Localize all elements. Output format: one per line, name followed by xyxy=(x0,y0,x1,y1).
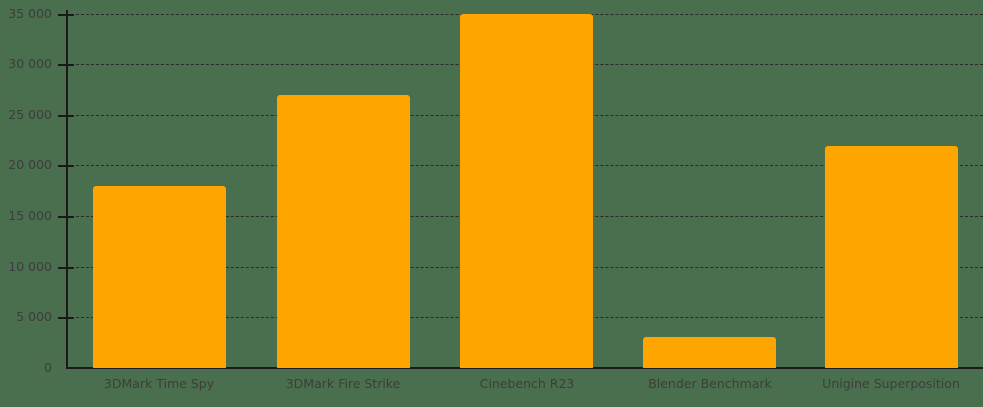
y-axis-label-35000: 35 000 xyxy=(8,5,52,21)
x-axis-label-blender-benchmark: Blender Benchmark xyxy=(648,376,772,391)
x-axis-label-3dmark-fire-strike: 3DMark Fire Strike xyxy=(285,376,401,391)
bar-unigine-superposition xyxy=(825,146,958,368)
y-axis-label-30000: 30 000 xyxy=(8,55,52,71)
y-axis-label-20000: 20 000 xyxy=(8,156,52,172)
y-axis-label-5000: 5 000 xyxy=(16,308,52,324)
x-axis-label-cinebench-r23: Cinebench R23 xyxy=(479,376,575,391)
y-axis-label-10000: 10 000 xyxy=(8,258,52,274)
y-axis-label-0: 0 xyxy=(44,359,52,375)
y-axis-line xyxy=(66,10,68,368)
x-axis-line xyxy=(66,367,983,369)
y-axis-label-15000: 15 000 xyxy=(8,207,52,223)
x-axis-label-unigine-superposition: Unigine Superposition xyxy=(822,376,960,391)
y-axis-label-25000: 25 000 xyxy=(8,106,52,122)
bar-blender-benchmark xyxy=(643,337,776,368)
bar-3dmark-fire-strike xyxy=(277,95,410,368)
x-axis-label-3dmark-time-spy: 3DMark Time Spy xyxy=(103,376,215,391)
bar-cinebench-r23 xyxy=(460,14,593,368)
bar-3dmark-time-spy xyxy=(93,186,226,368)
